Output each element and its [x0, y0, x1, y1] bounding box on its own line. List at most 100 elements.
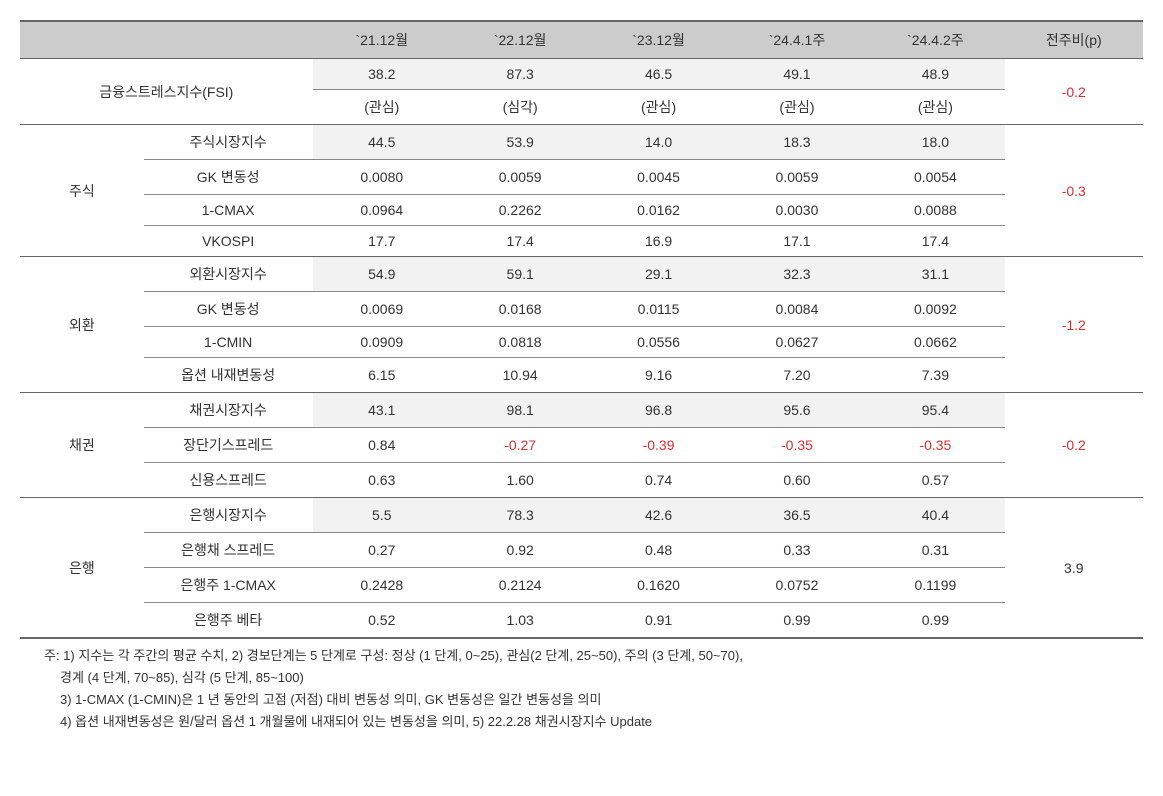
table-cell: 14.0 [589, 125, 727, 160]
table-cell: 0.0059 [451, 160, 589, 195]
diff-cell: -1.2 [1005, 257, 1143, 393]
table-cell: (관심) [728, 90, 866, 125]
diff-cell: 3.9 [1005, 498, 1143, 639]
table-cell: 0.48 [589, 533, 727, 568]
fsi-label: 금융스트레스지수(FSI) [20, 59, 313, 125]
table-cell: 54.9 [313, 257, 451, 292]
table-cell: 0.63 [313, 463, 451, 498]
table-cell: 59.1 [451, 257, 589, 292]
table-cell: 0.0054 [866, 160, 1004, 195]
table-cell: 95.6 [728, 393, 866, 428]
table-row: 1-CMIN0.09090.08180.05560.06270.0662 [20, 327, 1143, 358]
table-cell: 96.8 [589, 393, 727, 428]
table-cell: 0.99 [866, 603, 1004, 639]
table-cell: 32.3 [728, 257, 866, 292]
table-cell: (관심) [866, 90, 1004, 125]
diff-cell: -0.2 [1005, 393, 1143, 498]
table-row: 은행주 베타0.521.030.910.990.99 [20, 603, 1143, 639]
table-cell: 0.0627 [728, 327, 866, 358]
table-row: 장단기스프레드0.84-0.27-0.39-0.35-0.35 [20, 428, 1143, 463]
table-row: 외환외환시장지수54.959.129.132.331.1-1.2 [20, 257, 1143, 292]
table-cell: 40.4 [866, 498, 1004, 533]
table-cell: -0.35 [866, 428, 1004, 463]
table-cell: 은행주 베타 [144, 603, 313, 639]
table-header-row: `21.12월 `22.12월 `23.12월 `24.4.1주 `24.4.2… [20, 21, 1143, 59]
table-cell: 0.0059 [728, 160, 866, 195]
table-cell: 10.94 [451, 358, 589, 393]
table-cell: 49.1 [728, 59, 866, 90]
table-cell: 18.3 [728, 125, 866, 160]
header-col: `22.12월 [451, 21, 589, 59]
table-cell: 은행채 스프레드 [144, 533, 313, 568]
table-cell: 주식시장지수 [144, 125, 313, 160]
table-cell: 1-CMIN [144, 327, 313, 358]
table-row: GK 변동성0.00690.01680.01150.00840.0092 [20, 292, 1143, 327]
table-cell: 29.1 [589, 257, 727, 292]
table-row: 주식주식시장지수44.553.914.018.318.0-0.3 [20, 125, 1143, 160]
table-cell: -0.35 [728, 428, 866, 463]
table-cell: 0.99 [728, 603, 866, 639]
table-cell: (관심) [589, 90, 727, 125]
table-cell: 0.33 [728, 533, 866, 568]
header-col: `23.12월 [589, 21, 727, 59]
table-cell: 0.0752 [728, 568, 866, 603]
table-cell: 46.5 [589, 59, 727, 90]
table-cell: 44.5 [313, 125, 451, 160]
table-cell: 43.1 [313, 393, 451, 428]
table-cell: GK 변동성 [144, 160, 313, 195]
table-cell: 42.6 [589, 498, 727, 533]
footnote-line: 주: 1) 지수는 각 주간의 평균 수치, 2) 경보단계는 5 단계로 구성… [44, 645, 1143, 667]
table-cell: 0.52 [313, 603, 451, 639]
table-cell: 0.0069 [313, 292, 451, 327]
header-col: `21.12월 [313, 21, 451, 59]
header-diff: 전주비(p) [1005, 21, 1143, 59]
category-label: 채권 [20, 393, 144, 498]
table-cell: 1-CMAX [144, 195, 313, 226]
footnotes: 주: 1) 지수는 각 주간의 평균 수치, 2) 경보단계는 5 단계로 구성… [20, 645, 1143, 733]
table-cell: 17.1 [728, 226, 866, 257]
diff-cell: -0.3 [1005, 125, 1143, 257]
table-cell: 0.0115 [589, 292, 727, 327]
table-cell: 9.16 [589, 358, 727, 393]
table-cell: 7.20 [728, 358, 866, 393]
table-cell: 0.2124 [451, 568, 589, 603]
table-cell: 0.27 [313, 533, 451, 568]
table-cell: 0.57 [866, 463, 1004, 498]
table-cell: 7.39 [866, 358, 1004, 393]
category-label: 외환 [20, 257, 144, 393]
table-cell: 6.15 [313, 358, 451, 393]
table-cell: 0.2428 [313, 568, 451, 603]
table-cell: 17.4 [451, 226, 589, 257]
header-col: `24.4.2주 [866, 21, 1004, 59]
table-row: 금융스트레스지수(FSI)38.287.346.549.148.9-0.2 [20, 59, 1143, 90]
table-cell: 1.60 [451, 463, 589, 498]
table-cell: 장단기스프레드 [144, 428, 313, 463]
footnote-line: 4) 옵션 내재변동성은 원/달러 옵션 1 개월물에 내재되어 있는 변동성을… [44, 711, 1143, 733]
header-col: `24.4.1주 [728, 21, 866, 59]
category-label: 은행 [20, 498, 144, 639]
table-cell: 98.1 [451, 393, 589, 428]
table-cell: 0.0909 [313, 327, 451, 358]
table-row: 1-CMAX0.09640.22620.01620.00300.0088 [20, 195, 1143, 226]
table-cell: 0.0168 [451, 292, 589, 327]
table-cell: VKOSPI [144, 226, 313, 257]
table-row: 은행은행시장지수5.578.342.636.540.43.9 [20, 498, 1143, 533]
table-cell: 0.31 [866, 533, 1004, 568]
table-cell: 0.0045 [589, 160, 727, 195]
table-cell: 17.7 [313, 226, 451, 257]
table-cell: -0.39 [589, 428, 727, 463]
table-cell: 0.84 [313, 428, 451, 463]
table-cell: 옵션 내재변동성 [144, 358, 313, 393]
table-cell: 0.0088 [866, 195, 1004, 226]
table-cell: 0.0162 [589, 195, 727, 226]
table-cell: 87.3 [451, 59, 589, 90]
table-row: 은행채 스프레드0.270.920.480.330.31 [20, 533, 1143, 568]
table-row: 은행주 1-CMAX0.24280.21240.16200.07520.1199 [20, 568, 1143, 603]
table-cell: 0.60 [728, 463, 866, 498]
table-cell: 0.0030 [728, 195, 866, 226]
diff-cell: -0.2 [1005, 59, 1143, 125]
header-blank [20, 21, 313, 59]
table-cell: 0.0818 [451, 327, 589, 358]
table-cell: 48.9 [866, 59, 1004, 90]
table-row: 채권채권시장지수43.198.196.895.695.4-0.2 [20, 393, 1143, 428]
